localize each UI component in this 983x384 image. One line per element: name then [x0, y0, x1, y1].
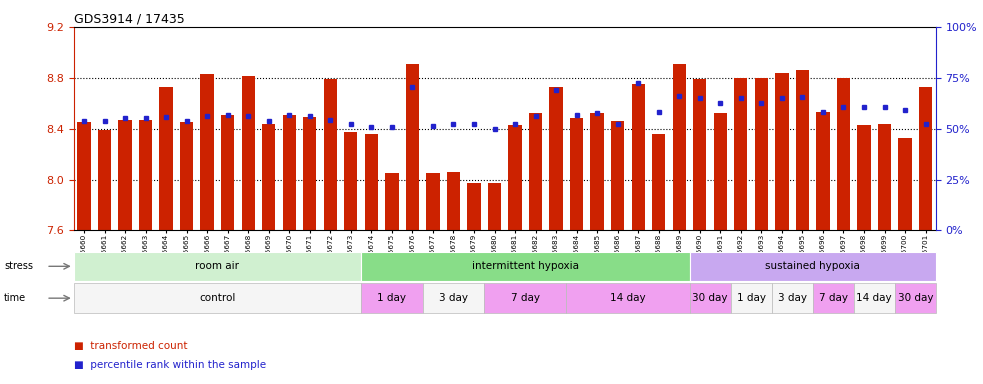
Text: 1 day: 1 day	[736, 293, 766, 303]
Bar	[878, 124, 892, 230]
Bar	[427, 173, 439, 230]
Text: 7 day: 7 day	[511, 293, 540, 303]
Text: control: control	[200, 293, 236, 303]
Bar	[303, 117, 317, 230]
Text: intermittent hypoxia: intermittent hypoxia	[472, 261, 579, 271]
Bar	[689, 283, 730, 313]
Bar	[813, 283, 853, 313]
Bar	[74, 252, 361, 281]
Bar	[423, 283, 485, 313]
Bar	[631, 84, 645, 230]
Bar	[898, 137, 911, 230]
Bar	[467, 183, 481, 230]
Bar	[485, 283, 566, 313]
Text: sustained hypoxia: sustained hypoxia	[765, 261, 860, 271]
Bar	[895, 283, 936, 313]
Bar	[816, 112, 830, 230]
Bar	[652, 134, 665, 230]
Bar	[262, 124, 275, 230]
Bar	[772, 283, 813, 313]
Bar	[180, 122, 194, 230]
Bar	[159, 87, 173, 230]
Text: 14 day: 14 day	[610, 293, 646, 303]
Bar	[570, 118, 583, 230]
Text: ■  percentile rank within the sample: ■ percentile rank within the sample	[74, 360, 265, 370]
Bar	[344, 132, 358, 230]
Bar	[549, 87, 562, 230]
Text: GDS3914 / 17435: GDS3914 / 17435	[74, 13, 185, 26]
Bar	[776, 73, 788, 230]
Bar	[447, 172, 460, 230]
Bar	[98, 130, 111, 230]
Bar	[406, 64, 419, 230]
Bar	[201, 74, 214, 230]
Bar	[693, 79, 707, 230]
Bar	[118, 120, 132, 230]
Text: room air: room air	[196, 261, 240, 271]
Bar	[385, 173, 398, 230]
Bar	[74, 283, 361, 313]
Bar	[365, 134, 378, 230]
Bar	[323, 79, 337, 230]
Bar	[361, 252, 689, 281]
Bar	[282, 115, 296, 230]
Bar	[714, 113, 727, 230]
Bar	[795, 70, 809, 230]
Text: ■  transformed count: ■ transformed count	[74, 341, 187, 351]
Bar	[529, 113, 543, 230]
Bar	[689, 252, 936, 281]
Bar	[857, 125, 871, 230]
Text: 3 day: 3 day	[778, 293, 807, 303]
Bar	[853, 283, 895, 313]
Text: time: time	[4, 293, 27, 303]
Bar	[755, 78, 768, 230]
Bar	[508, 125, 522, 230]
Bar	[611, 121, 624, 230]
Bar	[672, 64, 686, 230]
Text: 30 day: 30 day	[897, 293, 933, 303]
Text: 30 day: 30 day	[692, 293, 727, 303]
Text: 1 day: 1 day	[377, 293, 406, 303]
Bar	[566, 283, 689, 313]
Text: 14 day: 14 day	[856, 293, 892, 303]
Bar	[919, 87, 932, 230]
Bar	[361, 283, 423, 313]
Bar	[221, 115, 234, 230]
Bar	[734, 78, 747, 230]
Text: 7 day: 7 day	[819, 293, 847, 303]
Bar	[837, 78, 850, 230]
Bar	[242, 76, 255, 230]
Bar	[488, 183, 501, 230]
Text: stress: stress	[4, 261, 33, 271]
Bar	[139, 120, 152, 230]
Bar	[78, 122, 90, 230]
Bar	[730, 283, 772, 313]
Bar	[591, 113, 604, 230]
Text: 3 day: 3 day	[439, 293, 468, 303]
